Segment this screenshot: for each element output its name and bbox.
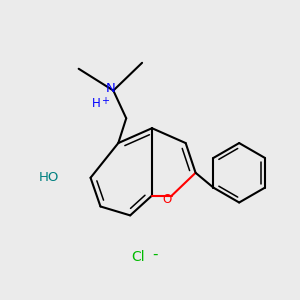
Text: -: -	[152, 247, 158, 262]
Text: HO: HO	[38, 171, 59, 184]
Text: N: N	[106, 82, 115, 95]
Text: H: H	[92, 97, 100, 110]
Text: O: O	[162, 193, 172, 206]
Text: Cl: Cl	[131, 250, 145, 264]
Text: +: +	[101, 97, 110, 106]
